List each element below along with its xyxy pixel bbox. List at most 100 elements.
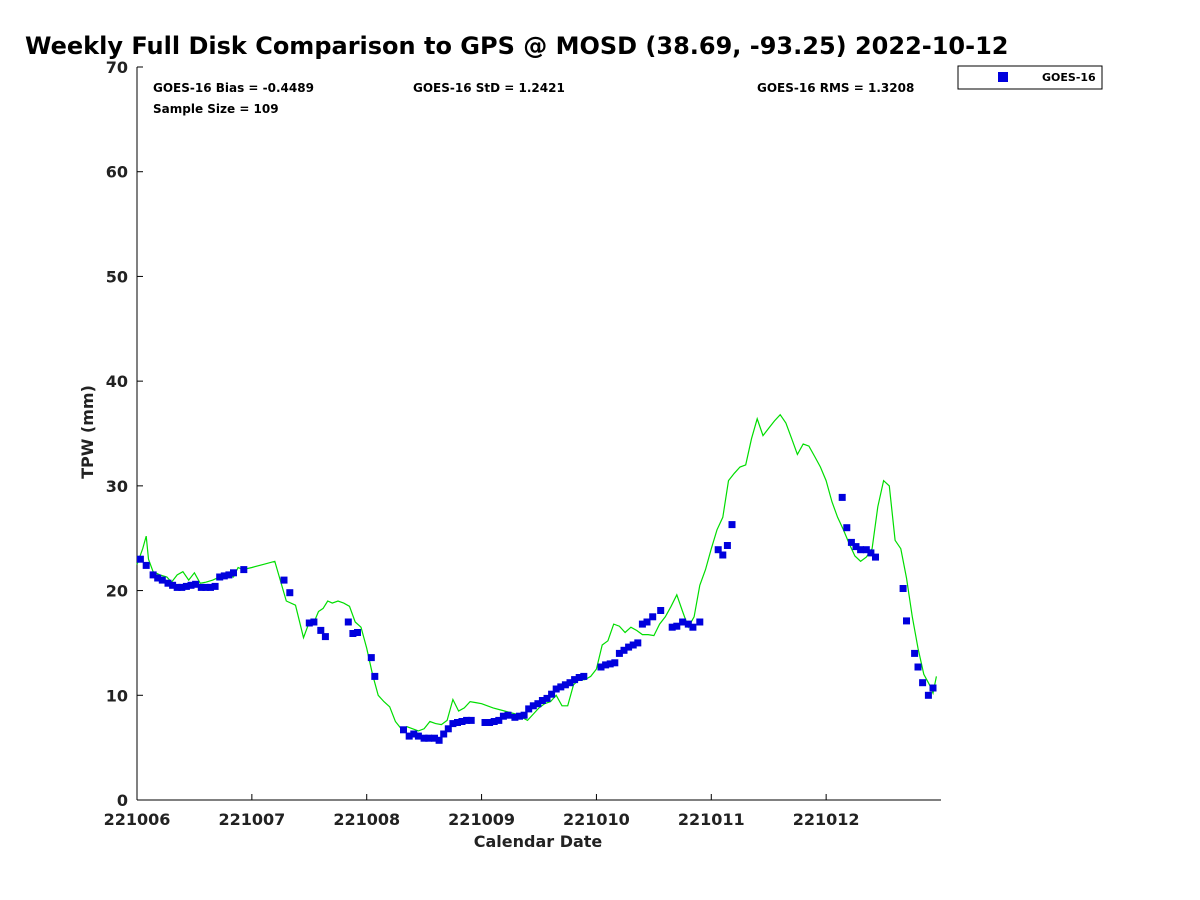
- goes16-point: [580, 672, 588, 680]
- legend-box: [957, 65, 1103, 90]
- goes16-point: [862, 546, 870, 554]
- goes16-point: [420, 734, 428, 742]
- goes16-point: [164, 579, 172, 587]
- goes16-point: [924, 691, 932, 699]
- goes16-point: [620, 646, 628, 654]
- goes16-point: [280, 576, 288, 584]
- chart-title: Weekly Full Disk Comparison to GPS @ MOS…: [25, 32, 1008, 60]
- y-tick-label: 0: [117, 791, 128, 810]
- y-tick-label: 40: [106, 372, 128, 391]
- goes16-point: [899, 585, 907, 592]
- goes16-point: [847, 538, 855, 546]
- plot-area: [136, 67, 941, 801]
- goes16-point: [504, 711, 512, 719]
- x-axis-label: Calendar Date: [474, 832, 603, 851]
- goes16-point: [520, 711, 528, 719]
- goes16-point: [149, 571, 157, 579]
- goes16-point: [435, 736, 443, 744]
- y-tick-label: 70: [106, 58, 128, 77]
- goes16-point: [349, 630, 357, 637]
- goes16-point: [286, 589, 294, 597]
- x-tick-label: 221012: [793, 810, 860, 829]
- goes16-point: [310, 618, 318, 626]
- goes16-point: [552, 685, 560, 693]
- goes16-point: [548, 690, 556, 698]
- goes16-point: [534, 700, 542, 708]
- goes16-point: [154, 574, 162, 582]
- goes16-point: [486, 719, 494, 726]
- goes16-point: [414, 732, 422, 740]
- goes16-point: [400, 726, 407, 734]
- goes16-point: [914, 663, 922, 671]
- goes16-point: [673, 622, 681, 630]
- goes16-point: [495, 716, 503, 724]
- gps-tpw-line: [136, 413, 937, 732]
- goes16-point: [467, 716, 475, 724]
- goes16-point: [207, 583, 214, 591]
- y-tick-label: 50: [106, 267, 128, 286]
- goes16-point: [454, 719, 461, 726]
- goes16-point: [606, 660, 614, 668]
- goes16-point: [136, 555, 144, 563]
- y-tick-label: 30: [106, 477, 128, 496]
- x-axis-ticks: 221006 221007 221008 221009 221010 221011 2210…: [104, 794, 860, 829]
- y-tick-label: 10: [106, 686, 128, 705]
- goes16-point: [649, 613, 657, 621]
- y-axis-ticks: 0 10 20 30 40 50 60 70: [106, 58, 143, 810]
- goes16-point: [516, 712, 523, 720]
- goes16-point: [187, 581, 195, 589]
- goes16-point: [192, 580, 200, 588]
- goes16-point: [638, 620, 646, 628]
- goes16-point: [449, 720, 457, 728]
- goes16-point: [723, 542, 731, 549]
- goes16-point: [410, 730, 418, 738]
- goes16-point: [525, 705, 533, 713]
- goes16-point: [354, 629, 361, 636]
- goes16-point: [444, 725, 452, 733]
- y-tick-label: 20: [106, 582, 128, 601]
- goes16-point: [511, 713, 519, 721]
- goes16-point: [225, 571, 233, 579]
- goes16-point: [679, 618, 687, 626]
- goes16-point: [178, 583, 186, 591]
- y-axis-label: TPW (mm): [78, 385, 97, 479]
- goes16-point: [611, 659, 619, 667]
- goes16-point: [230, 569, 237, 577]
- goes16-point: [367, 654, 375, 662]
- goes16-point: [321, 633, 329, 641]
- goes16-point: [684, 620, 692, 628]
- goes16-point: [169, 581, 177, 589]
- goes16-point: [202, 583, 210, 591]
- goes16-point: [182, 582, 190, 590]
- legend-label-goes16: GOES-16: [1042, 71, 1096, 84]
- goes16-point: [458, 718, 466, 725]
- goes16-point: [557, 683, 565, 691]
- goes16-point: [719, 551, 727, 559]
- goes16-point: [643, 618, 651, 626]
- goes16-point: [852, 543, 860, 551]
- goes16-point: [142, 561, 150, 569]
- goes16-point: [538, 697, 546, 704]
- goes16-point: [440, 730, 448, 738]
- goes16-point: [929, 684, 937, 692]
- goes16-point: [566, 679, 574, 687]
- goes16-point: [625, 643, 633, 651]
- goes16-point: [425, 734, 433, 742]
- goes16-point: [431, 734, 438, 742]
- goes16-point: [240, 566, 248, 574]
- goes16-point: [499, 712, 507, 720]
- goes16-point: [344, 618, 352, 626]
- x-tick-label: 221006: [104, 810, 171, 829]
- goes16-point: [597, 663, 605, 671]
- goes16-point: [490, 718, 498, 725]
- goes16-point: [463, 716, 471, 724]
- goes16-point: [575, 674, 583, 681]
- goes16-point: [668, 623, 676, 631]
- x-tick-label: 221007: [218, 810, 285, 829]
- goes16-point: [158, 576, 166, 584]
- goes16-point: [216, 573, 224, 581]
- goes16-point: [317, 626, 325, 634]
- goes16-point: [615, 649, 623, 657]
- goes16-point: [602, 661, 610, 669]
